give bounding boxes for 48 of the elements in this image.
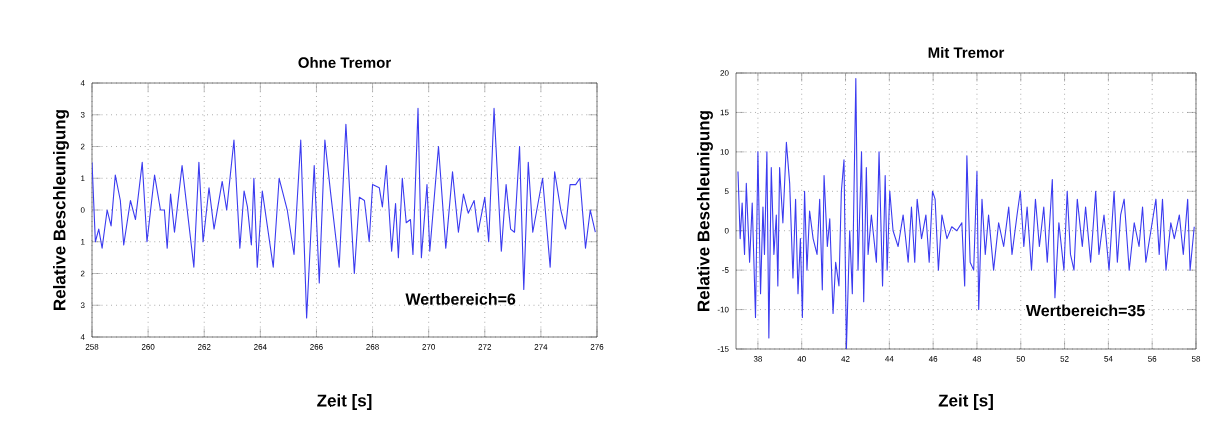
x-tick-label: 260 xyxy=(141,344,155,350)
y-tick-label: 0 xyxy=(724,227,729,234)
x-tick-label: 42 xyxy=(841,356,850,362)
x-tick-label: 58 xyxy=(1191,356,1201,362)
x-tick-label: 46 xyxy=(928,356,938,362)
x-tick-label: 50 xyxy=(1016,356,1025,362)
x-tick-label: 266 xyxy=(310,344,323,350)
y-tick-label: 1 xyxy=(81,239,85,245)
y-tick-label: 5 xyxy=(724,188,729,195)
y-tick-label: -15 xyxy=(717,346,729,352)
x-tick-label: 276 xyxy=(590,344,604,350)
annotation: Wertbereich=35 xyxy=(1025,304,1145,317)
chart-title: Ohne Tremor xyxy=(298,56,391,68)
x-tick-label: 44 xyxy=(885,356,894,362)
y-tick-label: 4 xyxy=(80,80,85,86)
x-tick-label: 40 xyxy=(797,356,806,362)
y-tick-label: 1 xyxy=(81,175,85,182)
y-tick-label: -10 xyxy=(717,306,729,313)
y-axis-title: Relative Beschleunigung xyxy=(697,111,713,311)
x-tick-label: 274 xyxy=(534,344,548,350)
y-tick-label: 4 xyxy=(80,334,85,340)
x-tick-label: 262 xyxy=(197,344,211,350)
chart-title: Mit Tremor xyxy=(928,46,1005,58)
x-tick-label: 268 xyxy=(366,344,379,350)
line-series xyxy=(737,77,1195,349)
y-tick-label: 2 xyxy=(80,143,85,150)
x-axis-title: Zeit [s] xyxy=(317,394,372,410)
x-tick-label: 38 xyxy=(753,356,763,362)
line-series xyxy=(92,107,596,319)
y-tick-label: 3 xyxy=(80,302,85,309)
y-axis-title: Relative Beschleunigung xyxy=(53,110,69,310)
x-axis-title: Zeit [s] xyxy=(938,394,993,410)
y-tick-label: 2 xyxy=(80,270,85,277)
y-tick-label: -5 xyxy=(722,267,729,273)
y-tick-label: 3 xyxy=(80,111,85,118)
x-tick-label: 54 xyxy=(1104,356,1113,362)
x-tick-label: 52 xyxy=(1060,356,1069,362)
x-tick-label: 270 xyxy=(422,344,436,350)
x-tick-label: 264 xyxy=(254,344,267,350)
x-tick-label: 56 xyxy=(1148,356,1157,362)
x-tick-label: 48 xyxy=(972,356,982,362)
x-tick-label: 258 xyxy=(85,344,99,350)
y-tick-label: 0 xyxy=(80,207,85,213)
y-tick-label: 15 xyxy=(720,109,729,116)
x-tick-label: 272 xyxy=(478,344,492,350)
y-tick-label: 10 xyxy=(720,149,729,155)
y-tick-label: 20 xyxy=(720,70,729,76)
annotation: Wertbereich=6 xyxy=(405,293,516,305)
